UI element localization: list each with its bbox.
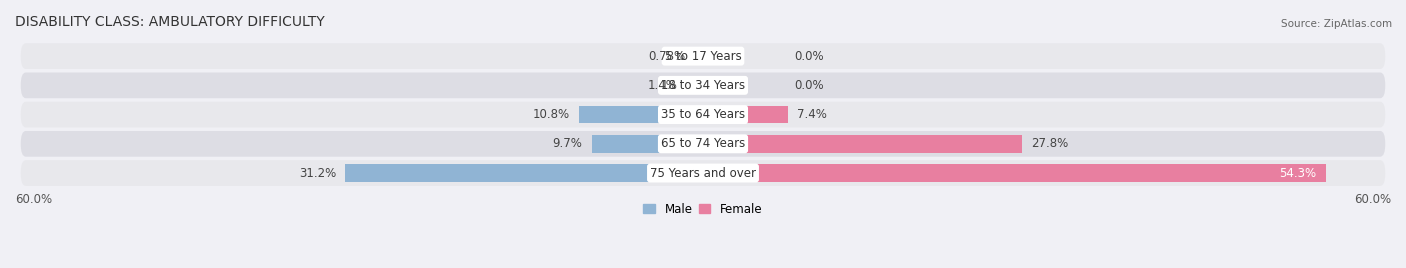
Bar: [688, 77, 703, 94]
Text: 54.3%: 54.3%: [1279, 166, 1316, 180]
Text: 60.0%: 60.0%: [1354, 193, 1391, 206]
Text: 10.8%: 10.8%: [533, 108, 569, 121]
Text: 9.7%: 9.7%: [553, 137, 582, 150]
Text: 27.8%: 27.8%: [1031, 137, 1069, 150]
Bar: [703, 135, 1022, 152]
Legend: Male, Female: Male, Female: [638, 198, 768, 220]
FancyBboxPatch shape: [21, 131, 1385, 157]
Text: 7.4%: 7.4%: [797, 108, 827, 121]
Bar: [592, 135, 703, 152]
Text: 35 to 64 Years: 35 to 64 Years: [661, 108, 745, 121]
Bar: [703, 164, 1326, 182]
Text: DISABILITY CLASS: AMBULATORY DIFFICULTY: DISABILITY CLASS: AMBULATORY DIFFICULTY: [15, 15, 325, 29]
Text: 1.4%: 1.4%: [648, 79, 678, 92]
Text: 75 Years and over: 75 Years and over: [650, 166, 756, 180]
Text: 0.0%: 0.0%: [794, 79, 824, 92]
Text: 18 to 34 Years: 18 to 34 Years: [661, 79, 745, 92]
Bar: [695, 47, 703, 65]
FancyBboxPatch shape: [21, 43, 1385, 69]
Bar: [703, 106, 787, 123]
Text: 5 to 17 Years: 5 to 17 Years: [665, 50, 741, 63]
Text: Source: ZipAtlas.com: Source: ZipAtlas.com: [1281, 19, 1392, 29]
Text: 60.0%: 60.0%: [15, 193, 52, 206]
Text: 0.0%: 0.0%: [794, 50, 824, 63]
FancyBboxPatch shape: [21, 72, 1385, 98]
Text: 65 to 74 Years: 65 to 74 Years: [661, 137, 745, 150]
Bar: [579, 106, 703, 123]
Text: 0.78%: 0.78%: [648, 50, 685, 63]
FancyBboxPatch shape: [21, 160, 1385, 186]
Bar: [346, 164, 703, 182]
FancyBboxPatch shape: [21, 102, 1385, 128]
Text: 31.2%: 31.2%: [299, 166, 336, 180]
